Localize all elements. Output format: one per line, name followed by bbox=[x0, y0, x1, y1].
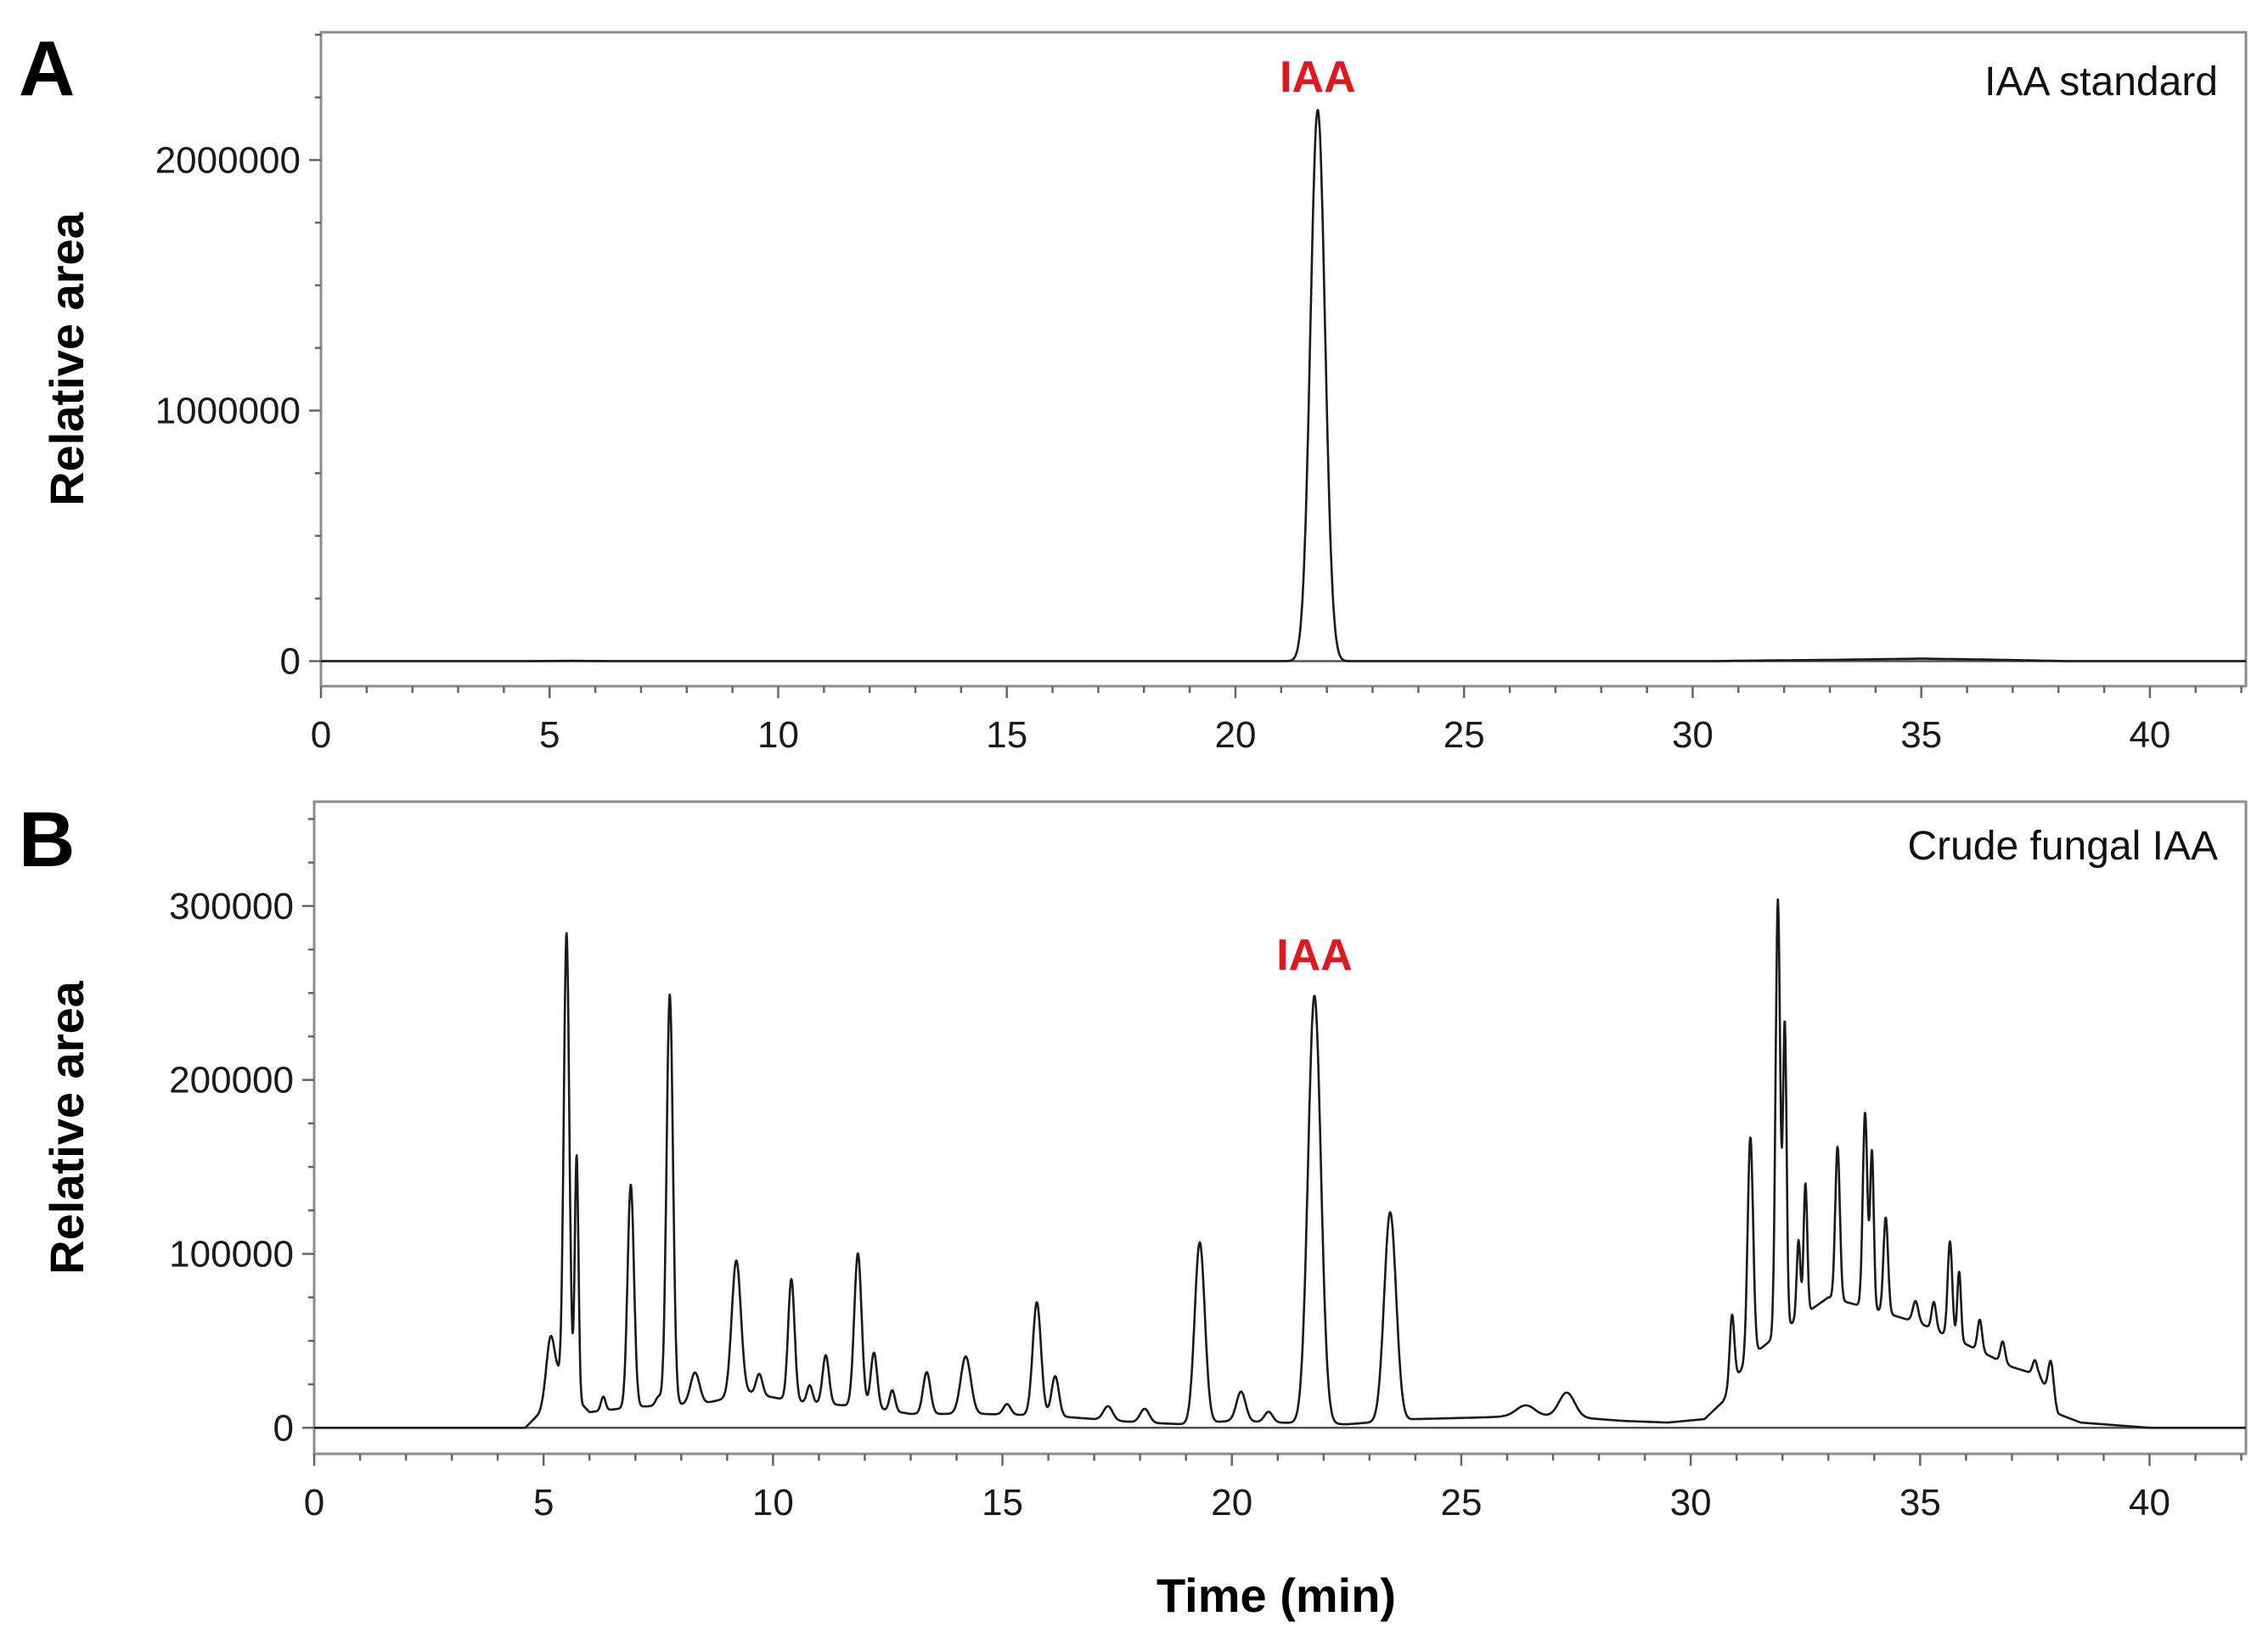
panel-b: 0 100000 200000 300000 0 5 10 15 20 25 30 35 40 B Crud… bbox=[19, 797, 2248, 1622]
panel-letter: A bbox=[19, 25, 75, 112]
x-tick-label: 15 bbox=[986, 714, 1027, 756]
y-tick-label: 200000 bbox=[169, 1060, 294, 1101]
chromatogram-trace bbox=[320, 109, 2247, 662]
panel-a: 0 1000000 2000000 0 5 10 15 20 25 30 35 40 A IAA stan… bbox=[19, 25, 2248, 756]
x-tick-label: 0 bbox=[311, 714, 331, 756]
y-tick-label: 100000 bbox=[169, 1233, 294, 1275]
peak-label: IAA bbox=[1276, 931, 1353, 980]
x-tick-label: 5 bbox=[539, 714, 560, 756]
y-tick-label: 0 bbox=[280, 640, 301, 682]
y-axis-label: Relative area bbox=[40, 980, 93, 1274]
x-tick-label: 30 bbox=[1670, 1482, 1712, 1524]
y-tick-label: 2000000 bbox=[155, 139, 301, 181]
x-tick-label: 0 bbox=[304, 1482, 324, 1524]
plot-frame bbox=[312, 800, 2248, 1456]
x-tick-label: 20 bbox=[1211, 1482, 1252, 1524]
sample-label: IAA standard bbox=[1984, 59, 2218, 104]
peak-label: IAA bbox=[1280, 53, 1356, 102]
x-tick-label: 25 bbox=[1440, 1482, 1482, 1524]
panel-letter: B bbox=[19, 797, 75, 883]
x-axis-label: Time (min) bbox=[1157, 1569, 1396, 1622]
x-tick-label: 40 bbox=[2129, 1482, 2170, 1524]
y-axis-label: Relative area bbox=[40, 211, 93, 505]
x-tick-label: 15 bbox=[982, 1482, 1023, 1524]
x-tick-label: 10 bbox=[757, 714, 799, 756]
chromatogram-trace bbox=[313, 898, 2247, 1429]
x-tick-label: 30 bbox=[1672, 714, 1714, 756]
x-tick-label: 20 bbox=[1214, 714, 1256, 756]
x-tick-label: 35 bbox=[1900, 714, 1942, 756]
y-tick-label: 0 bbox=[273, 1407, 294, 1449]
y-tick-label: 1000000 bbox=[155, 390, 301, 431]
sample-label: Crude fungal IAA bbox=[1907, 824, 2218, 869]
x-tick-label: 5 bbox=[533, 1482, 554, 1524]
plot-frame bbox=[319, 31, 2248, 688]
x-tick-label: 10 bbox=[752, 1482, 794, 1524]
x-tick-label: 25 bbox=[1444, 714, 1485, 756]
y-tick-label: 300000 bbox=[169, 886, 294, 927]
x-tick-label: 35 bbox=[1899, 1482, 1941, 1524]
x-tick-label: 40 bbox=[2129, 714, 2170, 756]
